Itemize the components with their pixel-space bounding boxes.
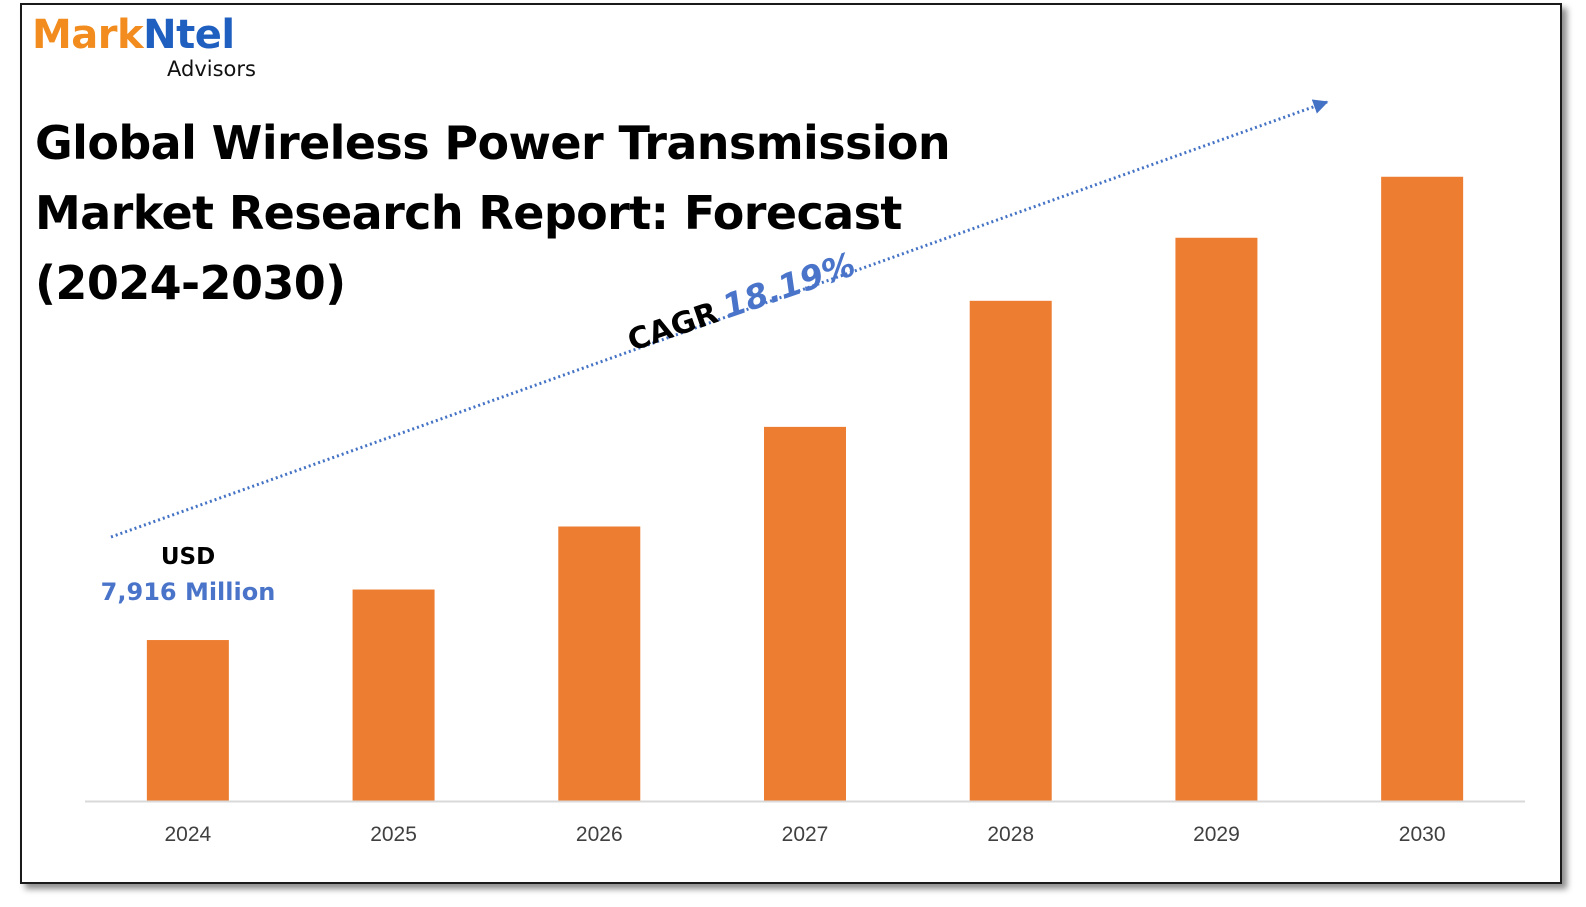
title-line-3: (2024-2030) xyxy=(35,256,346,310)
logo-part1: Mark xyxy=(32,12,144,58)
x-tick-label-2024: 2024 xyxy=(164,823,211,846)
x-tick-label-2028: 2028 xyxy=(987,823,1034,846)
title-line-2: Market Research Report: Forecast xyxy=(35,186,902,240)
bar-2026 xyxy=(558,526,641,801)
logo-subtitle: Advisors xyxy=(167,57,256,81)
x-tick-label-2025: 2025 xyxy=(370,823,417,846)
x-tick-label-2026: 2026 xyxy=(576,823,623,846)
first-bar-value-label: 7,916 Million xyxy=(100,578,276,606)
bar-series xyxy=(146,176,1464,801)
bar-2027 xyxy=(764,426,846,801)
x-tick-labels: 2024 2025 2026 2027 2028 2029 2030 xyxy=(164,823,1445,846)
title-line-1: Global Wireless Power Transmission xyxy=(35,116,951,170)
marknteladvisors-logo: MarkNtel Advisors xyxy=(32,10,292,90)
cagr-trend-arrow xyxy=(110,99,1329,539)
first-bar-unit-label: USD xyxy=(160,544,216,570)
x-tick-label-2030: 2030 xyxy=(1399,823,1446,846)
bar-2024 xyxy=(146,640,229,801)
x-tick-label-2027: 2027 xyxy=(782,823,829,846)
bar-2028 xyxy=(969,300,1052,801)
logo-part2: Ntel xyxy=(143,12,235,58)
bar-2030 xyxy=(1381,176,1464,801)
bar-2025 xyxy=(352,589,435,801)
bar-2029 xyxy=(1175,237,1258,801)
x-tick-label-2029: 2029 xyxy=(1193,823,1240,846)
chart-title: Global Wireless Power Transmission Marke… xyxy=(35,108,955,318)
logo-wordmark: MarkNtel xyxy=(32,10,235,60)
